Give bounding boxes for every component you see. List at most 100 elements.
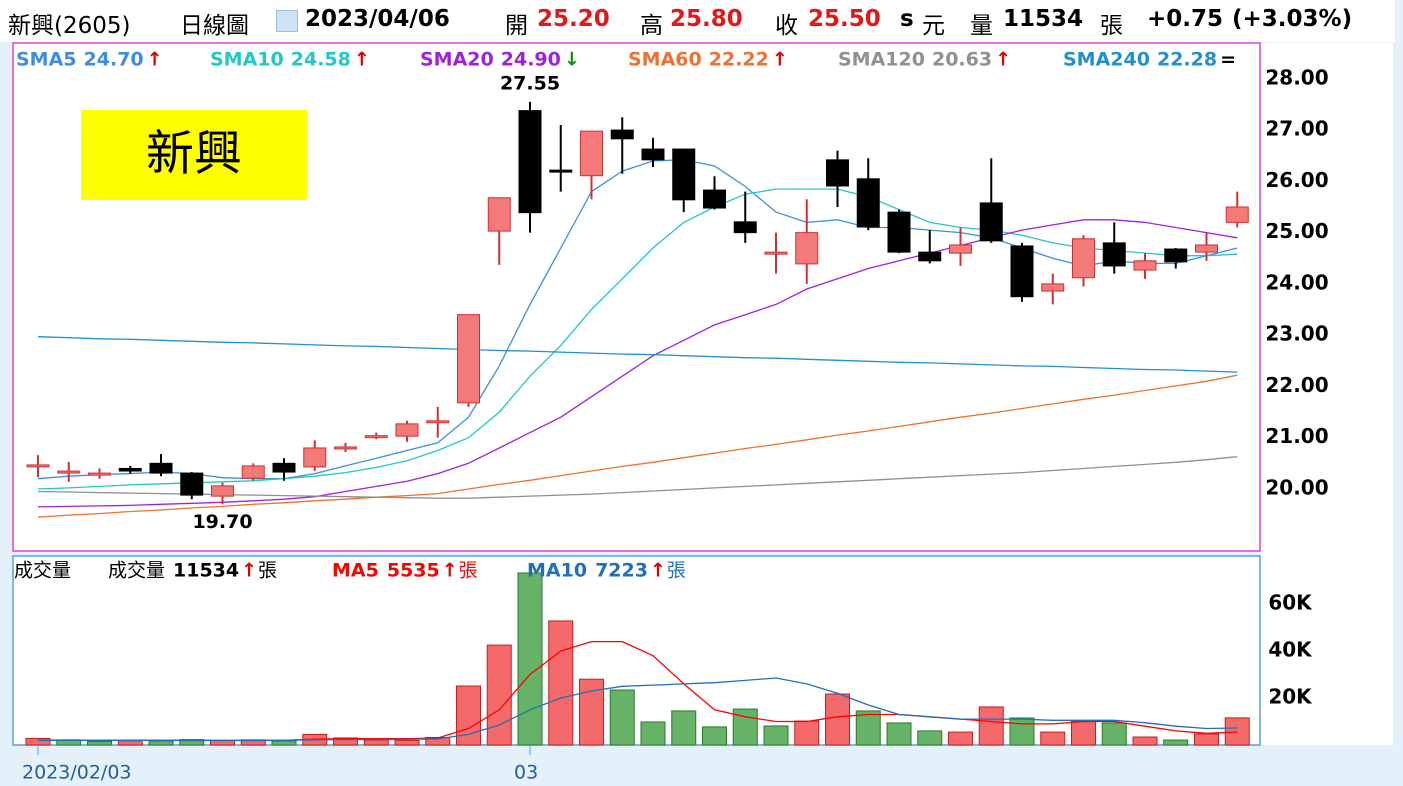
- volume-bar: [794, 720, 820, 746]
- volume-bar: [517, 572, 543, 746]
- candle-body: [1041, 283, 1065, 292]
- candle-body: [949, 244, 972, 254]
- s-mark: s: [900, 6, 914, 32]
- candle-body: [549, 169, 573, 173]
- candle-body: [1010, 245, 1034, 298]
- ma-line: [37, 374, 1238, 518]
- volume-bar: [1132, 736, 1158, 746]
- candle-body: [426, 420, 450, 424]
- volume-bar: [87, 740, 112, 746]
- legend-unit: 張: [667, 560, 686, 582]
- candle-body: [733, 221, 757, 234]
- legend-name: MA5: [332, 560, 379, 582]
- legend-value: 24.58: [291, 49, 351, 71]
- candle-body: [1164, 248, 1188, 263]
- candle-body: [703, 189, 726, 209]
- candle-body: [518, 110, 542, 214]
- volume-bar: [978, 706, 1004, 746]
- legend-unit: 張: [258, 560, 277, 582]
- legend-arrow: ↓: [564, 49, 580, 71]
- legend-arrow: ↑: [650, 560, 666, 582]
- legend-arrow: ↑: [995, 49, 1011, 71]
- y-tick-label: 26.00: [1265, 168, 1328, 192]
- change-percent: (+3.03%): [1232, 6, 1353, 32]
- y-tick-label: 25.00: [1265, 219, 1328, 243]
- legend-value: 11534: [173, 560, 239, 582]
- candle-body: [180, 472, 204, 496]
- candle-body: [334, 446, 357, 450]
- stock-name: 新興(2605): [8, 13, 131, 39]
- ma-line: [37, 336, 1238, 373]
- volume-bar: [1071, 720, 1096, 746]
- volume-bar: [394, 739, 420, 746]
- y-tick-label: 23.00: [1265, 322, 1328, 346]
- close-value: 25.50: [808, 6, 881, 32]
- price-annotation: 19.70: [192, 511, 252, 533]
- legend-arrow: ↑: [442, 560, 458, 582]
- volume-panel: [12, 555, 1261, 746]
- volume-bar: [855, 710, 881, 746]
- legend-name: SMA5: [16, 49, 77, 71]
- legend-unit: 張: [459, 560, 478, 582]
- volume-bar: [1101, 722, 1127, 746]
- volume-unit: 張: [1100, 13, 1123, 39]
- volume-bar: [271, 740, 297, 746]
- candle-body: [487, 197, 511, 232]
- legend-arrow: ↑: [354, 49, 370, 71]
- volume-bar: [825, 693, 850, 746]
- open-label: 開: [505, 13, 528, 39]
- legend-value: 20.63: [932, 49, 992, 71]
- legend-name: SMA10: [210, 49, 284, 71]
- chart-title: 新興: [146, 126, 242, 182]
- candle-body: [26, 464, 50, 468]
- date: 2023/04/06: [305, 6, 450, 32]
- candle-body: [826, 159, 849, 187]
- dropdown-button[interactable]: [276, 10, 298, 32]
- legend-name: SMA240: [1063, 49, 1150, 71]
- y-tick-label: 28.00: [1265, 65, 1328, 89]
- legend-arrow: ↑: [241, 560, 257, 582]
- volume-bar: [917, 730, 943, 746]
- legend-arrow: ↑: [147, 49, 163, 71]
- header: 新興(2605) 日線圖 2023/04/06 開 25.20 高 25.80 …: [0, 0, 1395, 42]
- price-annotation: 27.55: [500, 72, 560, 94]
- axis-area: [1261, 43, 1393, 745]
- candle-body: [856, 178, 880, 228]
- volume-bar: [1163, 739, 1189, 746]
- volume-value: 11534: [1003, 6, 1084, 32]
- candle-body: [1133, 260, 1157, 271]
- high-label: 高: [640, 13, 663, 39]
- volume-bar: [148, 740, 174, 746]
- volume-bar: [179, 739, 205, 746]
- candle-body: [887, 211, 911, 253]
- y-tick-label: 22.00: [1265, 373, 1328, 397]
- legend-value: 24.70: [84, 49, 144, 71]
- candle-body: [395, 423, 419, 437]
- candle-body: [457, 314, 480, 404]
- y-tick-label: 40K: [1268, 638, 1313, 662]
- candle-body: [979, 202, 1003, 242]
- volume-bar: [1194, 733, 1219, 746]
- candle-body: [364, 435, 388, 439]
- candle-body: [1195, 244, 1218, 253]
- volume-bar: [886, 722, 912, 746]
- candle-body: [272, 462, 296, 473]
- volume-bar: [117, 740, 143, 746]
- y-tick-label: 27.00: [1265, 117, 1328, 141]
- volume-bar: [1040, 731, 1066, 746]
- volume-title: 成交量: [14, 560, 71, 582]
- close-label: 收: [775, 13, 798, 39]
- legend-name: SMA120: [838, 49, 925, 71]
- y-tick-label: 20.00: [1265, 475, 1328, 499]
- ma-line: [37, 219, 1238, 508]
- candle-body: [149, 462, 173, 474]
- period-select[interactable]: 日線圖: [180, 13, 249, 39]
- open-value: 25.20: [537, 6, 610, 32]
- volume-bar: [702, 726, 727, 746]
- candle-body: [610, 129, 634, 140]
- candle-body: [118, 467, 142, 472]
- candle-body: [641, 148, 665, 161]
- y-tick-label: 60K: [1268, 591, 1313, 615]
